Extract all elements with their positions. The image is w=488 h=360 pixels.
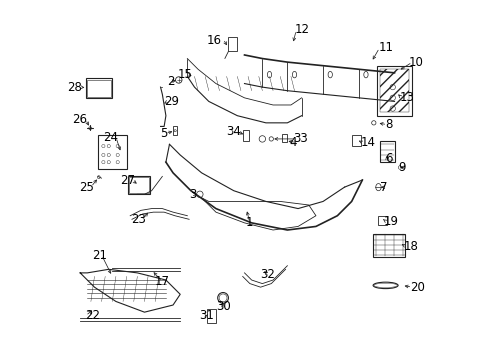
Bar <box>282 134 287 143</box>
Text: 31: 31 <box>199 309 214 322</box>
Text: 27: 27 <box>121 174 135 186</box>
Text: 20: 20 <box>410 281 425 294</box>
Text: 19: 19 <box>383 215 398 228</box>
Bar <box>380 69 408 112</box>
Text: 34: 34 <box>225 125 241 138</box>
Bar <box>98 135 126 169</box>
Bar <box>128 176 149 194</box>
Text: 22: 22 <box>85 309 101 322</box>
Text: 14: 14 <box>360 136 375 149</box>
Text: 21: 21 <box>92 248 107 261</box>
Bar <box>206 309 216 323</box>
Text: 23: 23 <box>131 213 146 226</box>
Bar <box>85 78 112 98</box>
Bar <box>242 130 248 141</box>
Bar <box>380 141 394 162</box>
Bar <box>372 234 405 257</box>
Text: 25: 25 <box>80 181 94 194</box>
Text: 5: 5 <box>160 127 167 140</box>
Bar <box>86 80 111 97</box>
Text: 29: 29 <box>164 95 179 108</box>
Bar <box>173 126 177 135</box>
Bar <box>228 37 237 51</box>
Text: 16: 16 <box>206 34 221 47</box>
Text: 1: 1 <box>245 216 253 229</box>
Text: 33: 33 <box>292 132 307 145</box>
Bar <box>351 135 360 146</box>
Text: 7: 7 <box>380 181 387 194</box>
Text: 8: 8 <box>385 118 392 131</box>
Text: 15: 15 <box>178 68 192 81</box>
Text: 30: 30 <box>215 300 230 313</box>
Text: 9: 9 <box>397 161 405 174</box>
Text: 6: 6 <box>385 152 392 165</box>
Text: 17: 17 <box>155 275 169 288</box>
Text: 13: 13 <box>399 91 414 104</box>
Text: 10: 10 <box>408 55 423 69</box>
Bar <box>378 216 386 225</box>
Text: 3: 3 <box>188 188 196 201</box>
Text: 4: 4 <box>288 136 296 149</box>
Text: 18: 18 <box>403 240 417 253</box>
Text: 32: 32 <box>260 268 275 281</box>
Text: 24: 24 <box>102 131 118 144</box>
Bar <box>376 66 411 116</box>
Text: 12: 12 <box>294 23 309 36</box>
Text: 11: 11 <box>378 41 393 54</box>
Text: 28: 28 <box>67 81 82 94</box>
Text: 2: 2 <box>167 75 175 88</box>
Bar <box>129 177 148 193</box>
Text: 26: 26 <box>72 113 87 126</box>
